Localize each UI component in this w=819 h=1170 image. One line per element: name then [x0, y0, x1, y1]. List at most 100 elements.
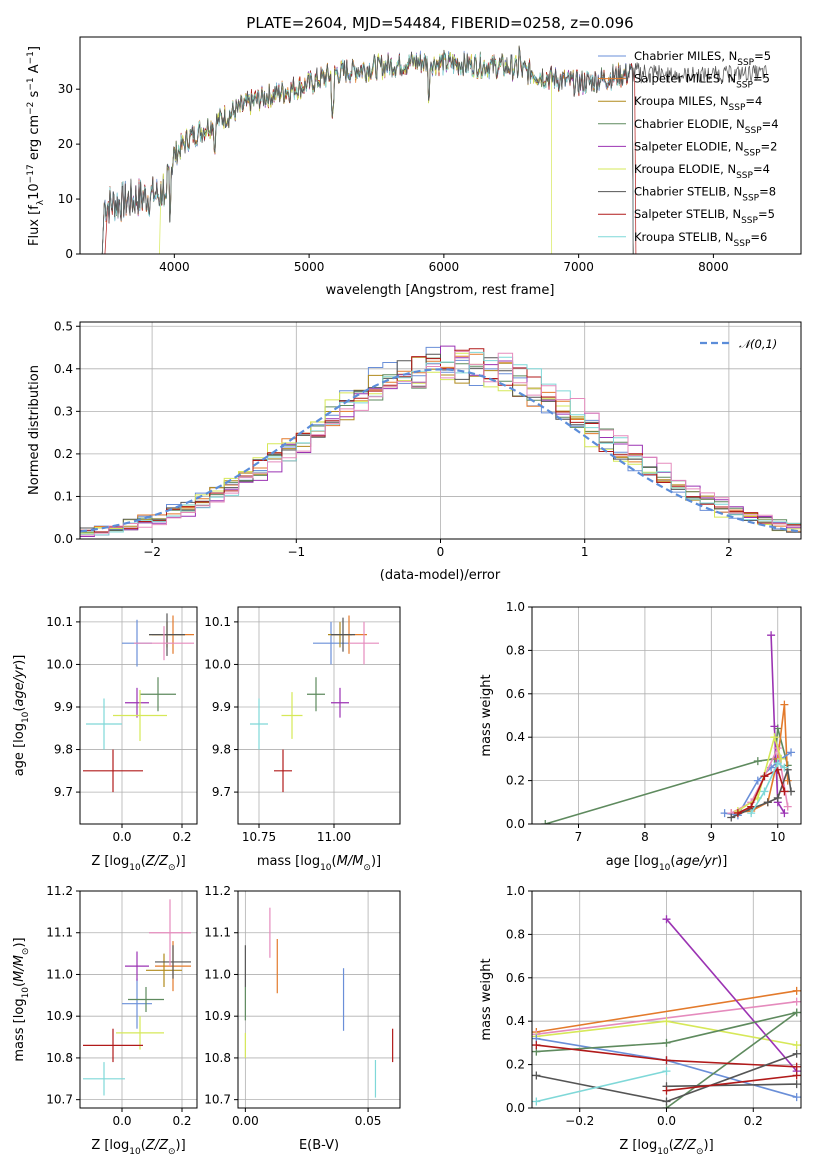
y-tick-label: 0.8 — [506, 927, 525, 941]
age_vs_mass-panel: 10.75 11.00 9.7 9.8 9.9 10.0 10.1 mass [log10(M… — [204, 606, 401, 873]
weight-marker — [792, 1093, 801, 1102]
weight-lines — [532, 915, 801, 1108]
weight-marker — [780, 809, 789, 818]
spectrum-lines — [101, 45, 768, 254]
spectrum-line — [101, 50, 634, 254]
weight-marker — [760, 787, 769, 796]
x-tick-label: 7 — [575, 830, 583, 844]
y-tick-label: 10.0 — [204, 657, 231, 671]
x-tick-label: 0.05 — [355, 1114, 382, 1128]
errorbar-group — [83, 899, 191, 1096]
y-tick-label: 9.8 — [54, 743, 73, 757]
weight-marker — [792, 997, 801, 1006]
weight-marker — [662, 1067, 671, 1076]
y-tick-label: 10.8 — [46, 1051, 73, 1065]
weight-marker — [753, 757, 762, 766]
y-tick-label: 11.0 — [204, 967, 231, 981]
x-axis-label: Z [log10(Z/Z⊙)] — [91, 854, 185, 873]
errorbar-point — [349, 621, 379, 665]
weight-series — [536, 1070, 667, 1103]
legend-label: Chabrier MILES, NSSP=5 — [634, 49, 771, 68]
legend-label: Kroupa MILES, NSSP=4 — [634, 94, 762, 113]
weight-marker — [662, 1038, 671, 1047]
weight-marker — [767, 631, 776, 640]
y-tick-label: 9.7 — [212, 785, 231, 799]
y-tick-label: 10.7 — [46, 1093, 73, 1107]
spectrum-panel: PLATE=2604, MJD=54484, FIBERID=0258, z=0… — [26, 14, 802, 298]
histogram-series — [80, 351, 801, 536]
weight_vs_age-panel: 7 8 9 10 0.0 0.2 0.4 0.6 0.8 1.0 age [log10(age/yr… — [479, 600, 802, 873]
y-tick-label: 11.0 — [46, 967, 73, 981]
x-tick-label: −1 — [287, 545, 305, 559]
errorbar-point — [83, 1028, 143, 1063]
y-tick-label: 10.1 — [204, 615, 231, 629]
weight-marker — [662, 915, 671, 924]
weight-series — [737, 734, 782, 812]
errorbar-point — [125, 951, 149, 981]
y-tick-label: 0.6 — [506, 687, 525, 701]
y-tick-label: 9.8 — [212, 743, 231, 757]
x-axis-label: Z [log10(Z/Z⊙)] — [619, 1138, 713, 1157]
x-tick-label: 11.00 — [317, 830, 351, 844]
weight-marker — [662, 1056, 671, 1065]
legend-label: Chabrier ELODIE, NSSP=4 — [634, 117, 779, 136]
x-tick-label: 10.75 — [242, 830, 276, 844]
weight-marker — [727, 813, 736, 822]
weight-marker — [662, 1017, 671, 1026]
x-tick-label: 0.0 — [657, 1114, 676, 1128]
y-tick-label: 9.9 — [54, 700, 73, 714]
errorbar-point — [331, 687, 349, 718]
errorbar-point — [116, 1016, 164, 1050]
weight-marker — [780, 787, 789, 796]
weight-lines — [541, 631, 796, 824]
y-tick-label: 0.0 — [54, 532, 73, 546]
normal-curve — [80, 368, 801, 533]
weight_vs_Z-panel: −0.2 0.0 0.2 0.0 0.2 0.4 0.6 0.8 1.0 Z [log10(Z/Z… — [479, 884, 802, 1157]
weight-marker — [780, 763, 789, 772]
weight-marker — [770, 722, 779, 731]
y-tick-label: 10.8 — [204, 1051, 231, 1065]
y-axis-label: Normed distribution — [27, 365, 42, 495]
weight-marker — [773, 759, 782, 768]
y-tick-label: 9.9 — [212, 700, 231, 714]
histogram-series — [80, 351, 801, 536]
weight-series — [536, 990, 797, 1033]
y-tick-label: 10.9 — [46, 1009, 73, 1023]
weight-marker — [532, 1041, 541, 1050]
weight-marker — [763, 798, 772, 807]
y-tick-label: 10 — [58, 192, 73, 206]
weight-marker — [733, 809, 742, 818]
y-tick-label: 0.4 — [506, 730, 525, 744]
x-tick-label: 7000 — [563, 260, 594, 274]
errorbar-point — [134, 626, 194, 661]
x-tick-label: −2 — [143, 545, 161, 559]
plot-frame — [531, 606, 802, 825]
y-tick-label: 20 — [58, 137, 73, 151]
weight-marker — [662, 1097, 671, 1106]
errorbar-group — [244, 907, 394, 1098]
residuals-panel: −2 −1 0 1 2 0.0 0.1 0.2 0.3 0.4 0.5 𝒩(0,1) (data-mod… — [27, 319, 802, 583]
histogram-group — [80, 345, 801, 537]
plot-frame — [531, 890, 802, 1109]
x-tick-label: 8 — [641, 830, 649, 844]
weight-marker — [541, 820, 550, 824]
y-tick-label: 10.1 — [46, 615, 73, 629]
weight-marker — [783, 776, 792, 785]
x-tick-label: 9 — [708, 830, 716, 844]
weight-marker — [753, 776, 762, 785]
x-tick-label: 6000 — [429, 260, 460, 274]
x-tick-label: 8000 — [698, 260, 729, 274]
legend-label: 𝒩(0,1) — [739, 337, 777, 351]
weight-marker — [792, 1071, 801, 1080]
x-tick-label: 0.2 — [172, 1114, 191, 1128]
mass_vs_ebv-panel: 0.00 0.05 10.7 10.8 10.9 11.0 11.1 11.2 E(B-V) — [204, 884, 401, 1153]
legend-label: Salpeter MILES, NSSP=5 — [634, 72, 770, 91]
y-tick-label: 0 — [65, 247, 73, 261]
weight-marker — [780, 700, 789, 709]
y-tick-label: 11.2 — [204, 884, 231, 898]
errorbar-point — [149, 899, 191, 967]
x-axis-label: mass [log10(M/M⊙)] — [257, 854, 381, 873]
weight-marker — [760, 772, 769, 781]
y-axis-label: age [log10(age/yr)] — [12, 655, 31, 777]
